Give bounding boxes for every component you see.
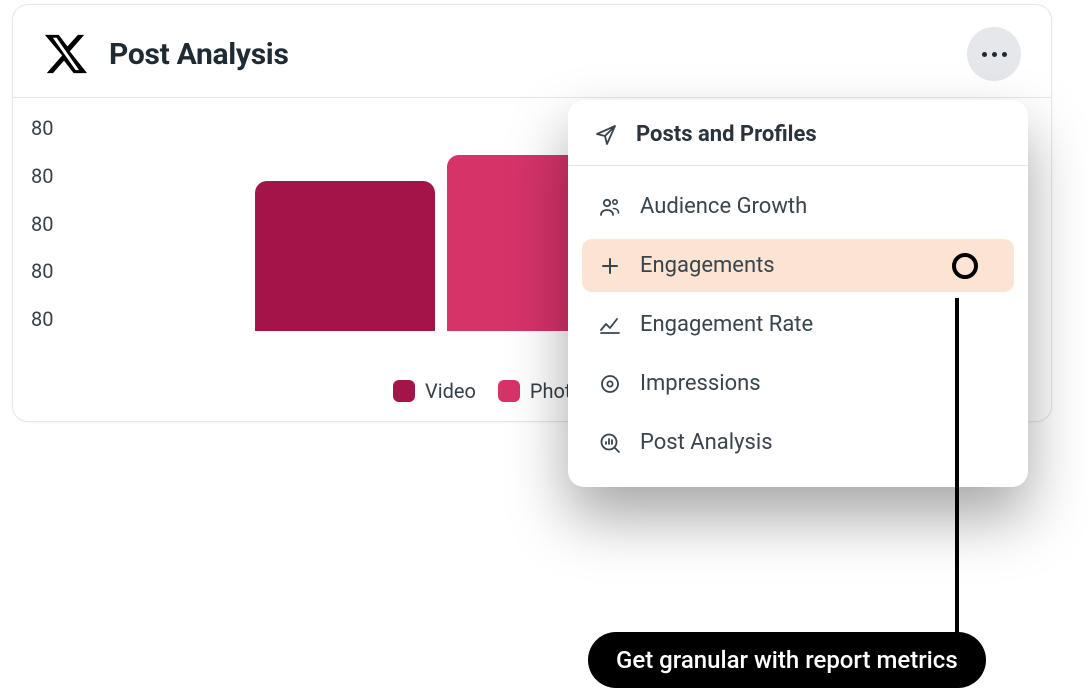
dropdown-item-audience-growth[interactable]: Audience Growth — [582, 180, 1014, 233]
legend-label: Video — [425, 379, 476, 403]
trend-icon — [598, 313, 622, 337]
chart-bar — [255, 181, 435, 332]
dropdown-item-label: Engagements — [640, 253, 775, 278]
legend-swatch-icon — [393, 380, 415, 402]
more-dot-icon — [1002, 52, 1007, 57]
dropdown-item-engagement-rate[interactable]: Engagement Rate — [582, 298, 1014, 351]
metrics-dropdown: Posts and Profiles Audience Growth Engag… — [568, 100, 1028, 487]
card-title-wrap: Post Analysis — [43, 31, 289, 77]
more-dot-icon — [982, 52, 987, 57]
x-logo-icon — [43, 31, 89, 77]
ytick: 80 — [31, 212, 71, 236]
paper-plane-icon — [594, 123, 618, 147]
ytick: 80 — [31, 164, 71, 188]
chart-legend: Video Photo — [393, 379, 583, 403]
pointer-ring-icon — [952, 253, 978, 279]
callout-text: Get granular with report metrics — [616, 646, 958, 674]
dropdown-list: Audience Growth Engagements Engagement R… — [568, 166, 1028, 475]
dropdown-item-post-analysis[interactable]: Post Analysis — [582, 416, 1014, 469]
chart-yaxis: 80 80 80 80 80 — [31, 116, 71, 331]
more-dot-icon — [992, 52, 997, 57]
chart-magnify-icon — [598, 431, 622, 455]
dropdown-item-engagements[interactable]: Engagements — [582, 239, 1014, 292]
plus-icon — [598, 254, 622, 278]
dropdown-title: Posts and Profiles — [636, 122, 817, 147]
dropdown-item-impressions[interactable]: Impressions — [582, 357, 1014, 410]
ytick: 80 — [31, 116, 71, 140]
card-title: Post Analysis — [109, 37, 289, 72]
ytick: 80 — [31, 259, 71, 283]
dropdown-item-label: Post Analysis — [640, 430, 773, 455]
ytick: 80 — [31, 307, 71, 331]
legend-item-video: Video — [393, 379, 476, 403]
eye-icon — [598, 372, 622, 396]
more-options-button[interactable] — [967, 27, 1021, 81]
callout-connector-line — [955, 298, 959, 632]
dropdown-item-label: Audience Growth — [640, 194, 807, 219]
dropdown-item-label: Engagement Rate — [640, 312, 813, 337]
legend-swatch-icon — [498, 380, 520, 402]
dropdown-header: Posts and Profiles — [568, 100, 1028, 166]
dropdown-item-label: Impressions — [640, 371, 761, 396]
callout-pill: Get granular with report metrics — [588, 632, 986, 688]
users-icon — [598, 195, 622, 219]
card-header: Post Analysis — [13, 5, 1051, 98]
